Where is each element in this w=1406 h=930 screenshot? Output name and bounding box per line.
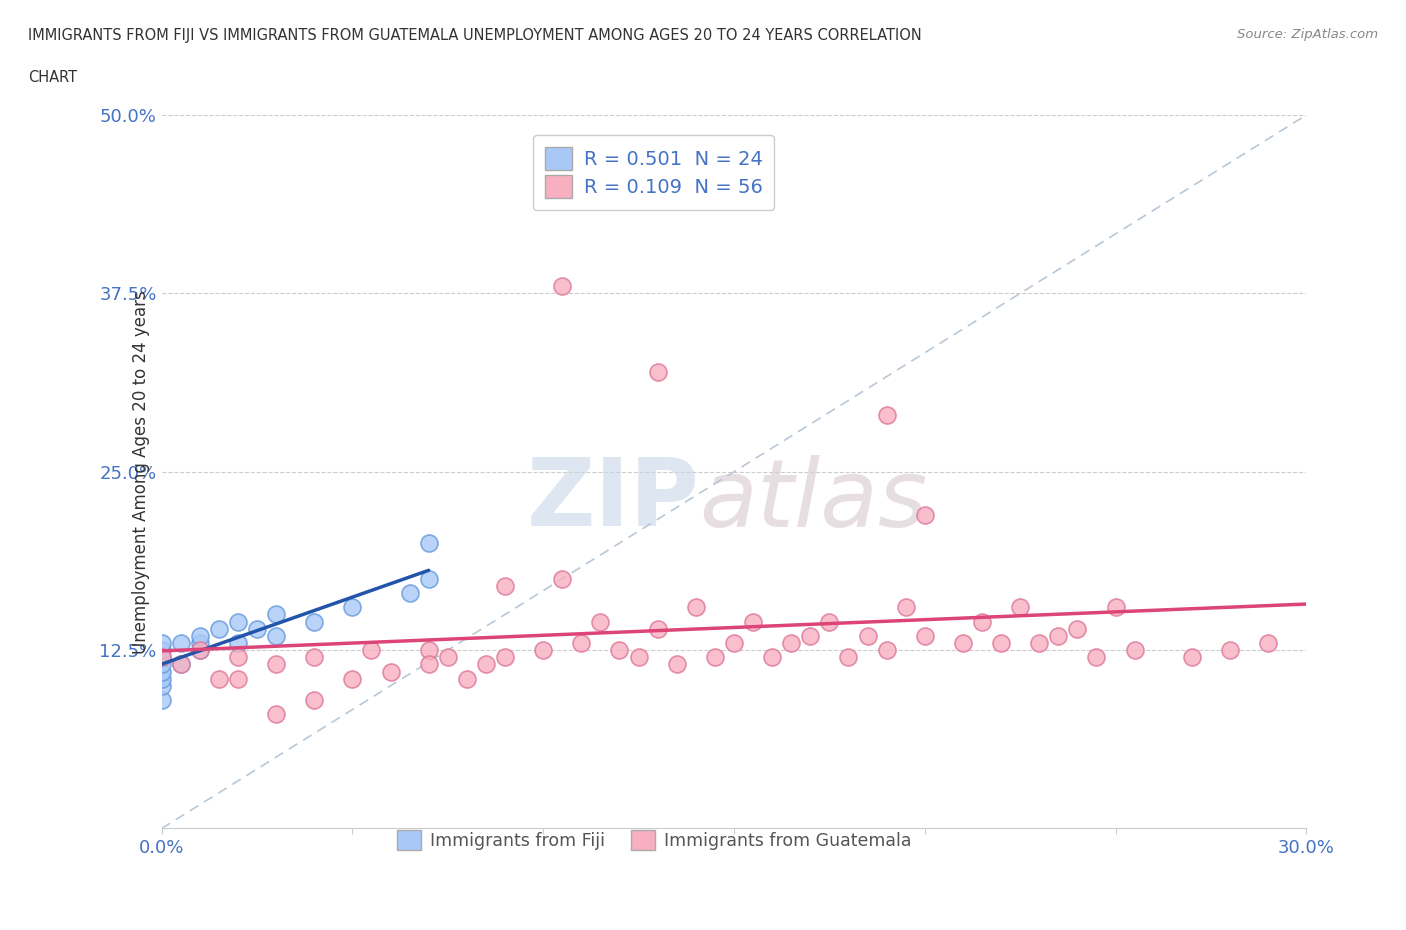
Point [226,671,249,686]
Point [208,671,231,686]
Point [551,279,574,294]
Point [246,621,269,636]
Point [436,650,458,665]
Point [1085,650,1108,665]
Point [1219,643,1241,658]
Point [876,643,898,658]
Point [150,635,173,650]
Point [876,407,898,422]
Point [475,657,498,671]
Point [150,678,173,693]
Point [264,707,287,722]
Legend: Immigrants from Fiji, Immigrants from Guatemala: Immigrants from Fiji, Immigrants from Gu… [388,821,920,859]
Point [990,635,1012,650]
Point [170,657,193,671]
Point [418,536,440,551]
Point [150,643,173,658]
Point [398,586,420,601]
Point [150,664,173,679]
Point [1104,600,1126,615]
Point [665,657,688,671]
Point [418,643,440,658]
Point [894,600,917,615]
Point [685,600,707,615]
Point [914,507,936,522]
Point [1181,650,1204,665]
Text: atlas: atlas [700,455,928,546]
Point [188,643,211,658]
Point [494,650,516,665]
Point [970,614,993,629]
Point [1047,629,1070,644]
Point [418,571,440,586]
Y-axis label: Unemployment Among Ages 20 to 24 years: Unemployment Among Ages 20 to 24 years [132,290,150,654]
Point [208,621,231,636]
Point [723,635,745,650]
Point [302,650,325,665]
Point [188,643,211,658]
Point [226,614,249,629]
Text: ZIP: ZIP [527,454,700,546]
Point [761,650,783,665]
Point [264,657,287,671]
Point [342,671,364,686]
Point [264,607,287,622]
Point [150,650,173,665]
Point [647,365,669,379]
Point [609,643,631,658]
Point [837,650,859,665]
Point [226,650,249,665]
Text: IMMIGRANTS FROM FIJI VS IMMIGRANTS FROM GUATEMALA UNEMPLOYMENT AMONG AGES 20 TO : IMMIGRANTS FROM FIJI VS IMMIGRANTS FROM … [28,28,922,43]
Point [551,571,574,586]
Point [170,635,193,650]
Point [264,629,287,644]
Point [780,635,803,650]
Point [1028,635,1050,650]
Point [302,693,325,708]
Point [170,657,193,671]
Point [150,657,173,671]
Point [1066,621,1088,636]
Point [380,664,402,679]
Point [188,635,211,650]
Point [856,629,879,644]
Point [818,614,841,629]
Point [1257,635,1279,650]
Point [799,629,821,644]
Point [569,635,592,650]
Point [150,650,173,665]
Point [1123,643,1146,658]
Point [150,693,173,708]
Point [627,650,650,665]
Point [150,671,173,686]
Point [418,657,440,671]
Point [188,629,211,644]
Point [456,671,478,686]
Point [952,635,974,650]
Point [914,629,936,644]
Point [494,578,516,593]
Point [1010,600,1032,615]
Point [360,643,382,658]
Point [342,600,364,615]
Text: CHART: CHART [28,70,77,85]
Point [703,650,725,665]
Point [742,614,765,629]
Point [531,643,554,658]
Point [302,614,325,629]
Point [226,635,249,650]
Point [589,614,612,629]
Point [647,621,669,636]
Text: Source: ZipAtlas.com: Source: ZipAtlas.com [1237,28,1378,41]
